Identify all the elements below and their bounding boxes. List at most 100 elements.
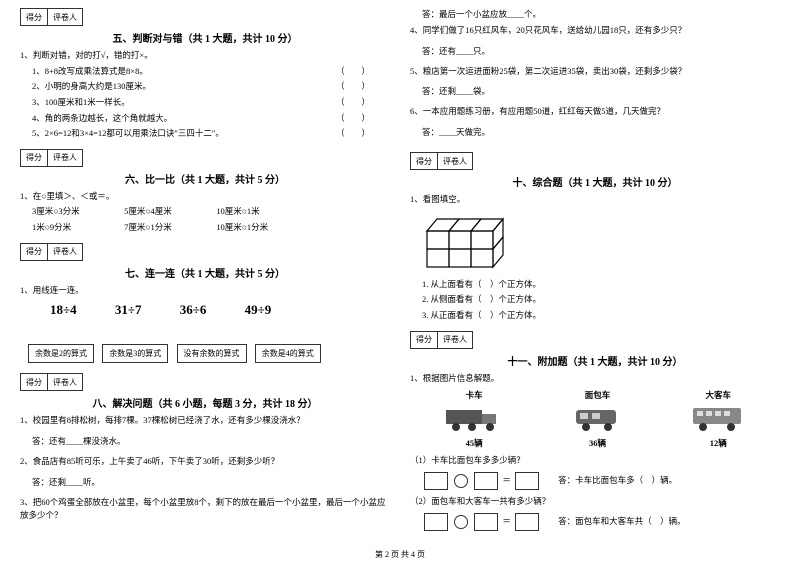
vehicle-name: 大客车 — [691, 389, 746, 401]
sec8-a4: 答：还有____只。 — [422, 45, 780, 57]
sec8-q2: 2、食品店有85听可乐，上午卖了46听，下午卖了30听，还剩多少听？ — [20, 455, 390, 468]
paren: （ ） — [336, 80, 370, 94]
score-box-11: 得分 评卷人 — [410, 331, 473, 349]
sec10-item: 3. 从正面看有（ ）个正方体。 — [422, 309, 780, 323]
sec10-intro: 1、看图填空。 — [410, 193, 780, 206]
sec5-item: 3、100厘米和1米一样长。 （ ） — [32, 96, 390, 110]
formula-box: 余数是4的算式 — [255, 344, 321, 363]
sec11-a1: 答：卡车比面包车多（ ）辆。 — [558, 475, 677, 485]
section-11-title: 十一、附加题（共 1 大题，共计 10 分） — [410, 353, 780, 368]
item-text: 3、100厘米和1米一样长。 — [32, 97, 130, 107]
cube-diagram — [422, 211, 780, 273]
sec8-a1: 答：还有____棵没浇水。 — [32, 435, 390, 447]
page-footer: 第 2 页 共 4 页 — [0, 549, 800, 560]
sec8-q1: 1、校园里有8排松树，每排7棵。37棵松树已经浇了水，还有多少棵没浇水？ — [20, 414, 390, 427]
paren: （ ） — [336, 127, 370, 141]
cube-svg-icon — [422, 211, 512, 271]
section-8-title: 八、解决问题（共 6 小题，每题 3 分，共计 18 分） — [20, 395, 390, 410]
left-column: 得分 评卷人 五、判断对与错（共 1 大题，共计 10 分） 1、判断对错，对的… — [20, 8, 390, 536]
calc-row-2: ＝ 答：面包车和大客车共（ ）辆。 — [422, 513, 780, 531]
page-container: 得分 评卷人 五、判断对与错（共 1 大题，共计 10 分） 1、判断对错，对的… — [0, 0, 800, 541]
calc-box — [474, 472, 498, 490]
calc-circle — [454, 474, 468, 488]
vehicle-count: 36辆 — [572, 437, 622, 449]
compare-item: 10厘米○1分米 — [216, 221, 306, 235]
item-text: 2、小明的身高大约是130厘米。 — [32, 81, 151, 91]
compare-item: 7厘米○1分米 — [124, 221, 214, 235]
sec8-a5: 答：还剩____袋。 — [422, 85, 780, 97]
sec6-row: 1米○9分米 7厘米○1分米 10厘米○1分米 — [32, 221, 390, 235]
sec7-intro: 1、用线连一连。 — [20, 284, 390, 297]
sec5-item: 1、8+8改写成乘法算式是8×8。（ ） — [32, 65, 390, 79]
calc-row-1: ＝ 答：卡车比面包车多（ ）辆。 — [422, 472, 780, 490]
calc-circle — [454, 515, 468, 529]
div-expr: 31÷7 — [115, 302, 142, 318]
score-label: 得分 — [21, 150, 48, 166]
formula-box: 余数是2的算式 — [28, 344, 94, 363]
sec11-intro: 1、根据图片信息解题。 — [410, 372, 780, 385]
grader-label: 评卷人 — [48, 244, 82, 260]
div-expr: 18÷4 — [50, 302, 77, 318]
score-label: 得分 — [21, 9, 48, 25]
sec8-q5: 5、粮店第一次运进面粉25袋，第二次运进35袋，卖出30袋，还剩多少袋？ — [410, 65, 780, 78]
van-icon — [572, 404, 622, 432]
grader-label: 评卷人 — [48, 150, 82, 166]
compare-item: 1米○9分米 — [32, 221, 122, 235]
compare-item: 10厘米○1米 — [216, 205, 306, 219]
calc-box — [515, 513, 539, 531]
sec5-item: 2、小明的身高大约是130厘米。 （ ） — [32, 80, 390, 94]
section-7-title: 七、连一连（共 1 大题，共计 5 分） — [20, 265, 390, 280]
item-text: 4、角的两条边越长，这个角就越大。 — [32, 113, 172, 123]
score-box-5: 得分 评卷人 — [20, 8, 83, 26]
sec10-item: 2. 从侧面看有（ ）个正方体。 — [422, 293, 780, 307]
sec11-q2: （2）面包车和大客车一共有多少辆？ — [410, 495, 780, 508]
paren: （ ） — [336, 112, 370, 126]
sec8-q3: 3、把60个鸡蛋全部放在小盆里，每个小盆里放8个，剩下的放在最后一个小盆里，最后… — [20, 496, 390, 522]
section-10-title: 十、综合题（共 1 大题，共计 10 分） — [410, 174, 780, 189]
vehicle-van: 面包车 36辆 — [572, 389, 622, 449]
paren: （ ） — [336, 65, 370, 79]
grader-label: 评卷人 — [438, 332, 472, 348]
grader-label: 评卷人 — [48, 374, 82, 390]
sec5-item: 4、角的两条边越长，这个角就越大。 （ ） — [32, 112, 390, 126]
formula-box: 没有余数的算式 — [177, 344, 247, 363]
score-box-6: 得分 评卷人 — [20, 149, 83, 167]
score-box-10: 得分 评卷人 — [410, 152, 473, 170]
sec11-q1: （1）卡车比面包车多多少辆？ — [410, 454, 780, 467]
compare-item: 5厘米○4厘米 — [124, 205, 214, 219]
div-expr: 36÷6 — [180, 302, 207, 318]
formula-boxes: 余数是2的算式 余数是3的算式 没有余数的算式 余数是4的算式 — [25, 340, 390, 367]
score-label: 得分 — [21, 244, 48, 260]
score-label: 得分 — [411, 153, 438, 169]
calc-box — [424, 472, 448, 490]
sec6-intro: 1、在○里填＞、＜或＝。 — [20, 190, 390, 203]
sec8-q4: 4、同学们做了16只红风车，20只花风车，送给幼儿园18只，还有多少只？ — [410, 24, 780, 37]
grader-label: 评卷人 — [438, 153, 472, 169]
score-box-8: 得分 评卷人 — [20, 373, 83, 391]
section-5-title: 五、判断对与错（共 1 大题，共计 10 分） — [20, 30, 390, 45]
calc-box — [515, 472, 539, 490]
item-text: 5、2×6=12和3×4=12都可以用乘法口诀"三四十二"。 — [32, 128, 224, 138]
bus-icon — [691, 404, 746, 432]
vehicle-row: 卡车 45辆 面包车 36辆 大客车 12辆 — [410, 389, 780, 449]
paren: （ ） — [336, 96, 370, 110]
sec8-a3: 答：最后一个小盆应放____个。 — [422, 8, 780, 21]
score-label: 得分 — [21, 374, 48, 390]
score-box-7: 得分 评卷人 — [20, 243, 83, 261]
sec8-a2: 答：还剩____听。 — [32, 476, 390, 488]
vehicle-count: 45辆 — [444, 437, 504, 449]
equals: ＝ — [502, 475, 513, 485]
truck-icon — [444, 404, 504, 432]
sec5-item: 5、2×6=12和3×4=12都可以用乘法口诀"三四十二"。 （ ） — [32, 127, 390, 141]
expr-row: 18÷4 31÷7 36÷6 49÷9 — [32, 302, 390, 318]
sec8-a6: 答：____天做完。 — [422, 126, 780, 138]
score-label: 得分 — [411, 332, 438, 348]
vehicle-name: 面包车 — [572, 389, 622, 401]
calc-box — [424, 513, 448, 531]
calc-box — [474, 513, 498, 531]
compare-item: 3厘米○3分米 — [32, 205, 122, 219]
vehicle-truck: 卡车 45辆 — [444, 389, 504, 449]
right-column: 答：最后一个小盆应放____个。 4、同学们做了16只红风车，20只花风车，送给… — [410, 8, 780, 536]
div-expr: 49÷9 — [245, 302, 272, 318]
sec8-q6: 6、一本应用题练习册，有应用题50道，红红每天做5道，几天做完？ — [410, 105, 780, 118]
